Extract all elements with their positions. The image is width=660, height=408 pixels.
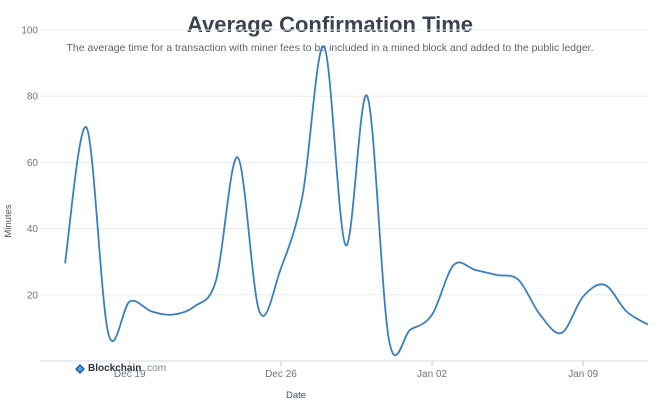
blockchain-logo-icon [75,363,85,374]
brand-suffix: .com [144,363,167,374]
chart-title: Average Confirmation Time [186,12,474,37]
blockchain-logo: Blockchain .com [75,363,166,374]
x-tick-label: Jan 09 [568,369,598,380]
x-tick-label: Dec 26 [265,369,297,380]
y-tick-label: 60 [27,158,39,169]
y-axis-title: Minutes [3,204,14,238]
y-tick-label: 80 [27,92,39,103]
y-tick-label: 40 [27,224,39,235]
y-tick-label: 20 [27,290,39,301]
series-layer [64,45,649,357]
brand-name: Blockchain [88,363,142,374]
x-axis-title: Date [286,390,306,401]
x-tick-label: Dec 19 [114,369,146,380]
y-tick-label: 100 [21,26,38,37]
tick-layer: 20 40 60 80 100 Dec 19 Dec 26 Jan 02 Jan 09 [21,26,598,381]
chart-subtitle: The average time for a transaction with … [66,42,594,54]
grid-layer [40,29,648,362]
x-tick-label: Jan 02 [417,369,447,380]
series-line [64,45,649,357]
